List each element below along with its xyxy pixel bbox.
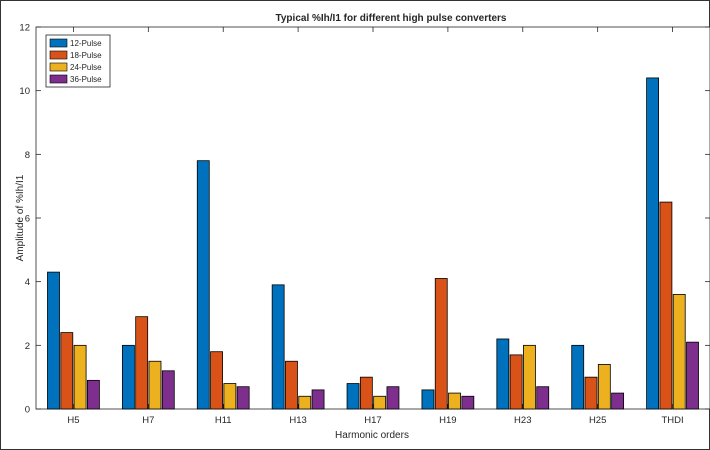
bar-12-pulse-h7 [121, 344, 135, 410]
x-tick-label: H17 [364, 415, 381, 426]
bar-36-pulse-h19 [461, 395, 475, 410]
bar-36-pulse-h5 [86, 379, 100, 410]
bar-24-pulse-h23 [523, 344, 536, 410]
x-tick-label: H5 [67, 415, 79, 426]
x-axis: H5 H7 H11 H13 H17 H19 H23 H25 THDI [67, 27, 684, 426]
bar-24-pulse-h25 [597, 364, 611, 410]
y-tick-label: 12 [19, 23, 30, 34]
bar-36-pulse-h7 [161, 370, 175, 410]
bar-18-pulse-h7 [135, 316, 149, 410]
y-tick-label: 6 [25, 214, 30, 225]
bar-36-pulse-h17 [386, 386, 400, 410]
x-tick-label: THDI [661, 415, 683, 426]
y-axis: 0 2 4 6 8 10 12 [19, 23, 710, 416]
legend-swatch-24-pulse [49, 62, 68, 72]
bar-18-pulse-h17 [359, 376, 373, 410]
legend-swatch-18-pulse [49, 50, 68, 60]
bars-layer [47, 77, 699, 410]
bar-24-pulse-h11 [223, 383, 237, 410]
x-tick-label: H25 [589, 415, 606, 426]
legend-swatch-12-pulse [49, 38, 68, 48]
legend: 12-Pulse 18-Pulse 24-Pulse 36-Pulse [45, 34, 111, 88]
bar-18-pulse-h5 [60, 332, 74, 410]
bar-12-pulse-h5 [47, 271, 60, 410]
bar-18-pulse-h11 [210, 351, 223, 410]
bar-12-pulse-h13 [271, 284, 285, 410]
bar-18-pulse-h19 [434, 278, 448, 410]
bar-24-pulse-h17 [373, 395, 387, 410]
y-tick-label: 4 [25, 277, 30, 288]
bar-36-pulse-thdi [686, 341, 699, 410]
bar-12-pulse-h23 [496, 338, 510, 410]
bar-12-pulse-h17 [346, 383, 360, 410]
legend-label: 18-Pulse [70, 51, 102, 60]
bar-36-pulse-h11 [236, 386, 250, 410]
bar-12-pulse-h25 [571, 344, 585, 410]
bar-18-pulse-h13 [285, 360, 298, 410]
bar-24-pulse-thdi [672, 293, 686, 410]
bar-18-pulse-h23 [509, 354, 523, 410]
bar-24-pulse-h19 [448, 392, 461, 410]
bar-36-pulse-h13 [311, 389, 325, 410]
x-tick-label: H19 [439, 415, 456, 426]
legend-label: 24-Pulse [70, 63, 102, 72]
bar-24-pulse-h5 [73, 344, 87, 410]
bar-18-pulse-thdi [659, 201, 673, 410]
bar-12-pulse-thdi [646, 77, 660, 410]
x-tick-label: H13 [289, 415, 306, 426]
bar-12-pulse-h11 [196, 160, 210, 410]
legend-label: 36-Pulse [70, 75, 102, 84]
bar-18-pulse-h25 [584, 376, 598, 410]
y-tick-label: 10 [19, 86, 30, 97]
legend-label: 12-Pulse [70, 39, 102, 48]
x-tick-label: H11 [215, 415, 232, 426]
bar-12-pulse-h19 [421, 389, 435, 410]
bar-24-pulse-h7 [148, 360, 162, 410]
bar-24-pulse-h13 [298, 395, 312, 410]
y-tick-label: 2 [25, 341, 30, 352]
bar-36-pulse-h25 [611, 392, 625, 410]
bar-36-pulse-h23 [536, 386, 550, 410]
x-axis-label: Harmonic orders [335, 430, 409, 441]
y-axis-label: Amplitude of %Ih/I1 [15, 174, 26, 261]
plot-area [35, 26, 710, 410]
chart-title: Typical %Ih/I1 for different high pulse … [276, 13, 507, 24]
legend-swatch-36-pulse [49, 74, 68, 84]
x-tick-label: H23 [514, 415, 531, 426]
y-tick-label: 0 [25, 405, 30, 416]
y-tick-label: 8 [25, 150, 30, 161]
x-tick-label: H7 [142, 415, 154, 426]
